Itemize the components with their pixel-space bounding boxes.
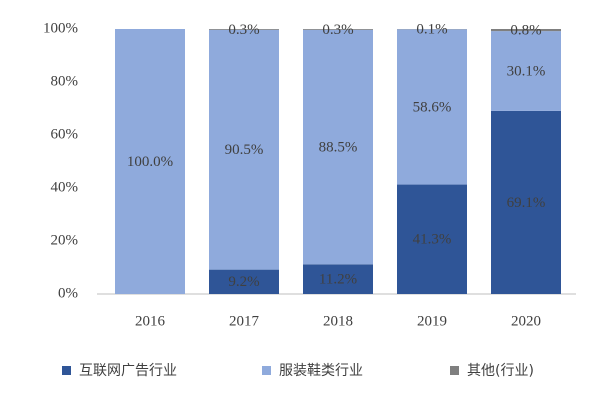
bar-segment — [209, 29, 279, 270]
data-label: 100.0% — [127, 154, 173, 170]
data-label: 0.3% — [228, 22, 259, 38]
data-label: 69.1% — [507, 195, 546, 211]
data-label: 0.3% — [322, 22, 353, 38]
data-label: 0.8% — [510, 22, 541, 38]
bar-segment — [491, 29, 561, 32]
legend-label: 其他(行业) — [467, 363, 534, 379]
data-label: 9.2% — [228, 274, 259, 290]
bar-segment — [303, 264, 373, 294]
data-label: 90.5% — [225, 142, 264, 158]
bar-segment — [491, 31, 561, 111]
legend-label: 互联网广告行业 — [79, 363, 177, 379]
bar-segment — [397, 29, 467, 185]
legend-swatch — [62, 366, 71, 375]
y-tick-label: 80% — [51, 73, 79, 89]
data-label: 58.6% — [413, 99, 452, 115]
bar-segment — [303, 29, 373, 30]
bar-segment — [209, 29, 279, 30]
y-tick-label: 40% — [51, 179, 79, 195]
legend-label: 服装鞋类行业 — [279, 363, 363, 379]
y-tick-label: 20% — [51, 232, 79, 248]
y-tick-label: 60% — [51, 126, 79, 142]
legend-swatch — [262, 366, 271, 375]
data-label: 41.3% — [413, 232, 452, 248]
data-label: 0.1% — [416, 22, 447, 38]
x-tick-label: 2018 — [323, 313, 353, 329]
bar-segment — [115, 29, 185, 294]
bar-segment — [303, 29, 373, 265]
y-tick-label: 100% — [43, 20, 78, 36]
x-tick-label: 2016 — [135, 313, 166, 329]
y-tick-label: 0% — [58, 285, 78, 301]
legend-swatch — [450, 366, 459, 375]
data-label: 30.1% — [507, 63, 546, 79]
data-label: 88.5% — [319, 139, 358, 155]
bar-segment — [209, 269, 279, 294]
x-tick-label: 2017 — [229, 313, 260, 329]
bar-segment — [491, 110, 561, 294]
x-tick-label: 2019 — [417, 313, 447, 329]
bar-segment — [397, 184, 467, 294]
x-tick-label: 2020 — [511, 313, 541, 329]
data-label: 11.2% — [319, 272, 357, 288]
